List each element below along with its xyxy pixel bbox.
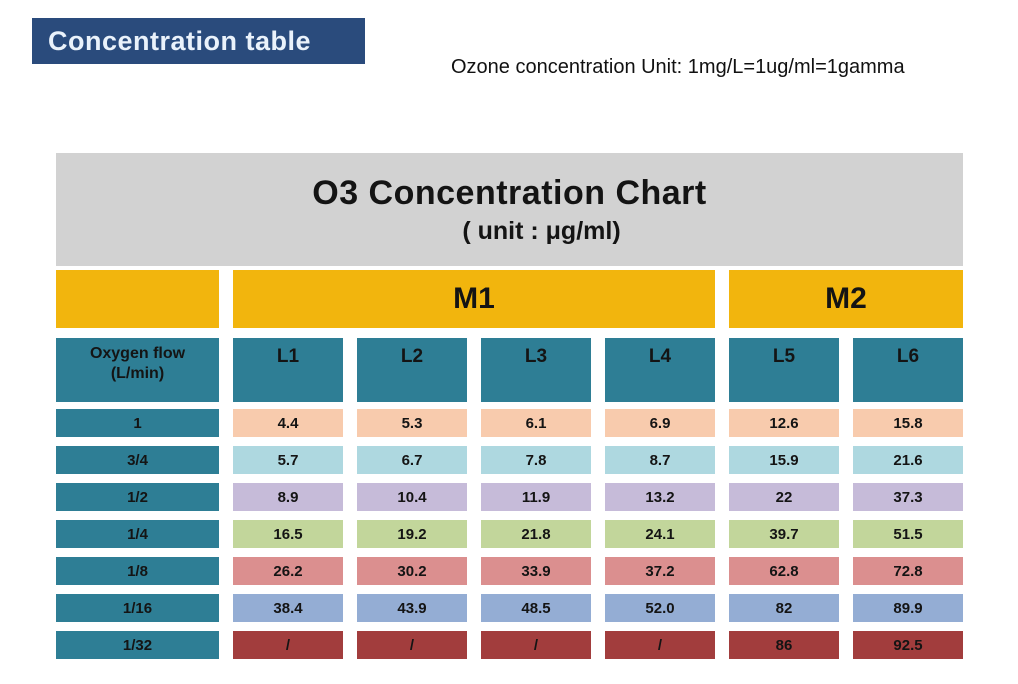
row-label: 1/2 — [56, 483, 219, 511]
column-header-row: Oxygen flow (L/min) L1 L2 L3 L4 L5 L6 — [56, 338, 963, 402]
group-header-m2: M2 — [729, 270, 963, 328]
data-cell: 16.5 — [233, 520, 343, 548]
table-row: 1/32 / / / / 86 92.5 — [56, 631, 963, 659]
data-cell: / — [233, 631, 343, 659]
row-header-line1: Oxygen flow — [89, 345, 186, 362]
data-cell: / — [481, 631, 591, 659]
data-cell: 5.7 — [233, 446, 343, 474]
slide-title-badge: Concentration table — [32, 18, 365, 64]
concentration-table: O3 Concentration Chart ( unit : μg/ml) M… — [56, 153, 963, 668]
group-header-row: M1 M2 — [56, 270, 963, 328]
data-cell: 15.8 — [853, 409, 963, 437]
data-cell: 7.8 — [481, 446, 591, 474]
row-header-cell: Oxygen flow (L/min) — [56, 338, 219, 402]
data-cell: / — [605, 631, 715, 659]
data-cell: 92.5 — [853, 631, 963, 659]
data-cell: 86 — [729, 631, 839, 659]
data-cell: 6.7 — [357, 446, 467, 474]
row-label: 1/8 — [56, 557, 219, 585]
data-cell: 51.5 — [853, 520, 963, 548]
data-cell: / — [357, 631, 467, 659]
data-cell: 62.8 — [729, 557, 839, 585]
column-header-l5: L5 — [729, 338, 839, 402]
row-label: 1/4 — [56, 520, 219, 548]
table-row: 3/4 5.7 6.7 7.8 8.7 15.9 21.6 — [56, 446, 963, 474]
ozone-unit-note: Ozone concentration Unit: 1mg/L=1ug/ml=1… — [451, 56, 905, 78]
data-cell: 8.7 — [605, 446, 715, 474]
data-cell: 82 — [729, 594, 839, 622]
table-row: 1/4 16.5 19.2 21.8 24.1 39.7 51.5 — [56, 520, 963, 548]
table-row: 1/8 26.2 30.2 33.9 37.2 62.8 72.8 — [56, 557, 963, 585]
table-row: 1/16 38.4 43.9 48.5 52.0 82 89.9 — [56, 594, 963, 622]
row-label: 1/32 — [56, 631, 219, 659]
data-cell: 22 — [729, 483, 839, 511]
row-label: 3/4 — [56, 446, 219, 474]
data-cell: 43.9 — [357, 594, 467, 622]
row-header-line2: (L/min) — [110, 365, 165, 382]
data-cell: 13.2 — [605, 483, 715, 511]
table-row: 1/2 8.9 10.4 11.9 13.2 22 37.3 — [56, 483, 963, 511]
group-header-m1: M1 — [233, 270, 715, 328]
column-header-l2: L2 — [357, 338, 467, 402]
data-cell: 4.4 — [233, 409, 343, 437]
data-cell: 38.4 — [233, 594, 343, 622]
data-cell: 11.9 — [481, 483, 591, 511]
group-corner-cell — [56, 270, 219, 328]
table-unit-line: ( unit : μg/ml) — [462, 216, 621, 245]
data-cell: 12.6 — [729, 409, 839, 437]
data-cell: 24.1 — [605, 520, 715, 548]
data-cell: 6.1 — [481, 409, 591, 437]
column-header-l6: L6 — [853, 338, 963, 402]
data-cell: 8.9 — [233, 483, 343, 511]
row-label: 1 — [56, 409, 219, 437]
table-title: O3 Concentration Chart — [312, 173, 707, 212]
data-cell: 37.2 — [605, 557, 715, 585]
data-cell: 89.9 — [853, 594, 963, 622]
data-cell: 19.2 — [357, 520, 467, 548]
column-header-l3: L3 — [481, 338, 591, 402]
data-cell: 72.8 — [853, 557, 963, 585]
table-body: 1 4.4 5.3 6.1 6.9 12.6 15.8 3/4 5.7 6.7 7.8 8.7 15.9… — [56, 409, 963, 659]
data-cell: 15.9 — [729, 446, 839, 474]
data-cell: 21.8 — [481, 520, 591, 548]
data-cell: 52.0 — [605, 594, 715, 622]
data-cell: 21.6 — [853, 446, 963, 474]
data-cell: 48.5 — [481, 594, 591, 622]
row-label: 1/16 — [56, 594, 219, 622]
slide-title: Concentration table — [48, 25, 312, 56]
data-cell: 5.3 — [357, 409, 467, 437]
table-row: 1 4.4 5.3 6.1 6.9 12.6 15.8 — [56, 409, 963, 437]
data-cell: 10.4 — [357, 483, 467, 511]
data-cell: 26.2 — [233, 557, 343, 585]
table-title-block: O3 Concentration Chart ( unit : μg/ml) — [56, 153, 963, 266]
data-cell: 33.9 — [481, 557, 591, 585]
column-header-l4: L4 — [605, 338, 715, 402]
data-cell: 6.9 — [605, 409, 715, 437]
data-cell: 37.3 — [853, 483, 963, 511]
column-header-l1: L1 — [233, 338, 343, 402]
data-cell: 30.2 — [357, 557, 467, 585]
data-cell: 39.7 — [729, 520, 839, 548]
